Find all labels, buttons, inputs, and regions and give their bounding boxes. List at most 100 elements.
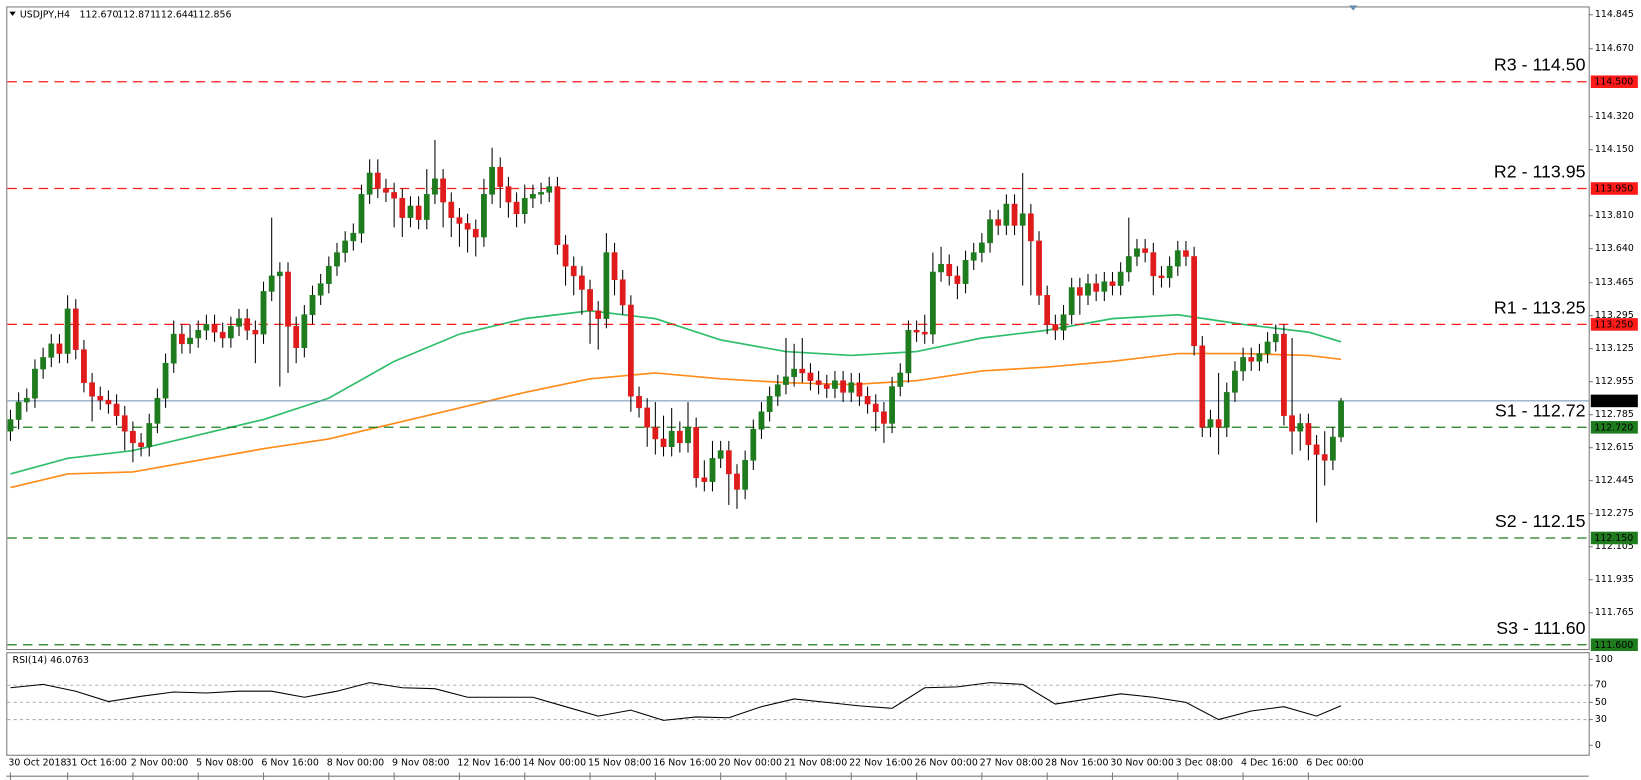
candle-body: [1297, 423, 1304, 432]
candle-body: [1248, 357, 1255, 362]
candle-body: [815, 380, 822, 385]
candle-body: [644, 407, 651, 428]
candle-body: [227, 326, 234, 339]
candle-body: [1223, 392, 1230, 428]
candle-body: [1199, 345, 1206, 428]
level-price-label: 111.600: [1594, 640, 1633, 651]
last-price-label: 112.856: [1594, 396, 1633, 407]
candle-body: [872, 403, 879, 413]
candle-body: [603, 252, 610, 319]
level-price-label: 113.250: [1594, 319, 1633, 330]
candle-body: [521, 197, 528, 215]
candle-body: [807, 372, 814, 381]
candle-body: [1003, 203, 1010, 226]
candle-body: [693, 427, 700, 479]
candle-body: [1232, 370, 1238, 393]
candle-body: [472, 229, 479, 238]
candle-body: [146, 423, 153, 447]
candle-body: [554, 186, 561, 246]
candle-body: [1076, 287, 1083, 296]
candle-body: [309, 295, 316, 315]
candle-body: [1109, 281, 1116, 286]
candle-body: [513, 201, 520, 215]
candle-body: [717, 450, 724, 459]
candle-body: [1125, 256, 1132, 273]
candle-body: [758, 411, 765, 430]
candle-body: [1134, 248, 1140, 257]
candle-body: [219, 331, 226, 339]
candle-body: [709, 458, 716, 482]
quote-open: 112.670: [80, 9, 119, 20]
candle-body: [725, 450, 732, 475]
x-tick-label: 16 Nov 16:00: [653, 758, 716, 769]
candle-body: [407, 205, 414, 218]
candle-body: [1215, 419, 1222, 428]
candle-body: [1011, 203, 1018, 226]
candle-body: [211, 324, 218, 333]
candle-body: [40, 357, 46, 370]
candle-body: [252, 329, 259, 335]
x-tick-label: 21 Nov 08:00: [784, 758, 847, 769]
candle-body: [979, 242, 985, 253]
candle-body: [930, 271, 936, 335]
candle-body: [530, 194, 536, 199]
candle-body: [1305, 423, 1312, 446]
y-tick-label: 112.275: [1595, 508, 1634, 519]
candle-body: [448, 201, 455, 218]
y-tick-label: 112.105: [1595, 541, 1634, 552]
level-price-label: 112.720: [1594, 422, 1633, 433]
candle-body: [611, 252, 618, 281]
candle-body: [187, 337, 193, 345]
candle-body: [203, 324, 210, 331]
y-tick-label: 112.785: [1595, 409, 1634, 420]
x-tick-label: 27 Nov 08:00: [980, 758, 1043, 769]
candle-body: [1240, 357, 1246, 372]
rsi-panel-frame: [6, 652, 1590, 756]
candle-body: [946, 263, 953, 277]
candle-body: [391, 192, 398, 199]
candle-body: [546, 186, 553, 193]
candle-body: [734, 473, 740, 490]
candle-body: [1330, 436, 1336, 461]
candle-body: [538, 192, 544, 195]
y-tick-label: 114.320: [1595, 111, 1634, 122]
candle-body: [1289, 415, 1295, 432]
candle-body: [260, 291, 267, 335]
candle-body: [595, 310, 602, 319]
y-tick-label: 100: [1595, 654, 1613, 665]
candle-body: [162, 362, 169, 399]
x-tick-label: 26 Nov 00:00: [914, 758, 977, 769]
candle-body: [791, 368, 798, 378]
x-tick-label: 20 Nov 00:00: [719, 758, 782, 769]
y-tick-label: 30: [1595, 714, 1607, 725]
candle-body: [276, 271, 283, 277]
candle-body: [970, 252, 977, 261]
candle-body: [415, 205, 422, 220]
candle-body: [881, 411, 887, 424]
candle-body: [325, 265, 332, 284]
x-tick-label: 6 Nov 16:00: [261, 758, 318, 769]
quote-high: 112.871: [117, 9, 156, 20]
x-tick-label: 15 Nov 08:00: [588, 758, 651, 769]
candle-body: [1321, 454, 1328, 461]
candle-body: [293, 326, 300, 348]
candle-body: [301, 314, 308, 348]
candle-body: [1272, 333, 1279, 343]
candle-body: [244, 318, 251, 331]
quote-low: 112.644: [155, 9, 194, 20]
y-tick-label: 114.670: [1595, 43, 1634, 54]
candle-body: [1068, 287, 1075, 315]
candle-body: [1093, 283, 1100, 292]
y-tick-label: 113.295: [1595, 310, 1634, 321]
candle-body: [627, 304, 634, 397]
candle-body: [1019, 213, 1026, 226]
candle-body: [742, 460, 749, 490]
candle-body: [889, 386, 895, 424]
candle-body: [783, 376, 789, 385]
candle-body: [1142, 248, 1149, 253]
candle-body: [921, 331, 928, 335]
candle-body: [774, 384, 781, 397]
candle-body: [1158, 275, 1165, 279]
candle-body: [334, 252, 340, 267]
